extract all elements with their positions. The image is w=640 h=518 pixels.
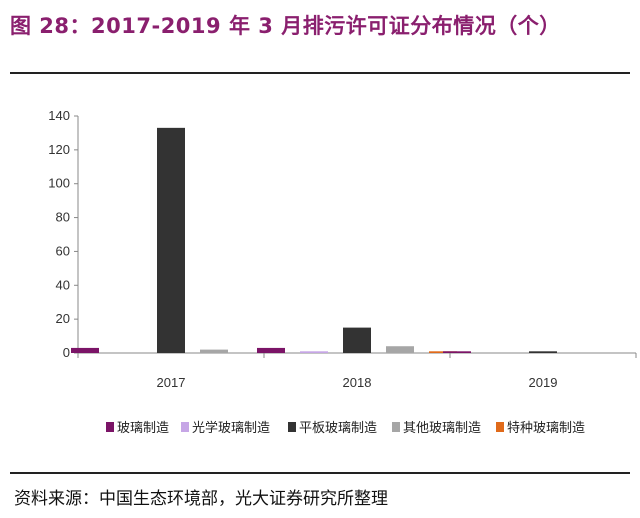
figure-title: 图 28：2017-2019 年 3 月排污许可证分布情况（个） (10, 14, 561, 38)
legend-swatch (181, 422, 189, 432)
bar-chart: 0 20 40 60 80 100 120 140 2017 2018 2019 玻璃制造 光学玻璃制造… (48, 108, 637, 436)
bar (200, 349, 228, 353)
y-tick-label: 80 (56, 210, 70, 225)
y-tick-label: 60 (56, 243, 70, 258)
bar (71, 347, 99, 353)
bar (157, 127, 185, 353)
legend-swatch (392, 422, 400, 432)
bar (529, 351, 557, 353)
legend-swatch (496, 422, 504, 432)
x-tick-label: 2018 (343, 375, 372, 390)
y-tick-label: 20 (56, 311, 70, 326)
legend-label: 其他玻璃制造 (403, 421, 481, 436)
bar (343, 327, 371, 353)
source-note: 资料来源：中国生态环境部，光大证券研究所整理 (14, 489, 388, 509)
bottom-rule (10, 472, 630, 474)
legend-swatch (288, 422, 296, 432)
legend-swatch (106, 422, 114, 432)
y-tick-label: 40 (56, 277, 70, 292)
y-tick-label: 0 (63, 345, 70, 360)
legend-label: 光学玻璃制造 (192, 420, 270, 436)
legend-label: 特种玻璃制造 (507, 421, 585, 436)
legend-label: 平板玻璃制造 (299, 421, 377, 436)
legend-label: 玻璃制造 (117, 421, 169, 436)
bar (443, 351, 471, 353)
y-tick-label: 100 (48, 176, 70, 191)
top-rule (10, 72, 630, 74)
bar (300, 351, 328, 353)
y-tick-label: 120 (48, 142, 70, 157)
x-tick-label: 2017 (157, 375, 186, 390)
bar (386, 346, 414, 353)
x-tick-label: 2019 (529, 375, 558, 390)
bar (257, 347, 285, 353)
y-tick-label: 140 (48, 108, 70, 123)
